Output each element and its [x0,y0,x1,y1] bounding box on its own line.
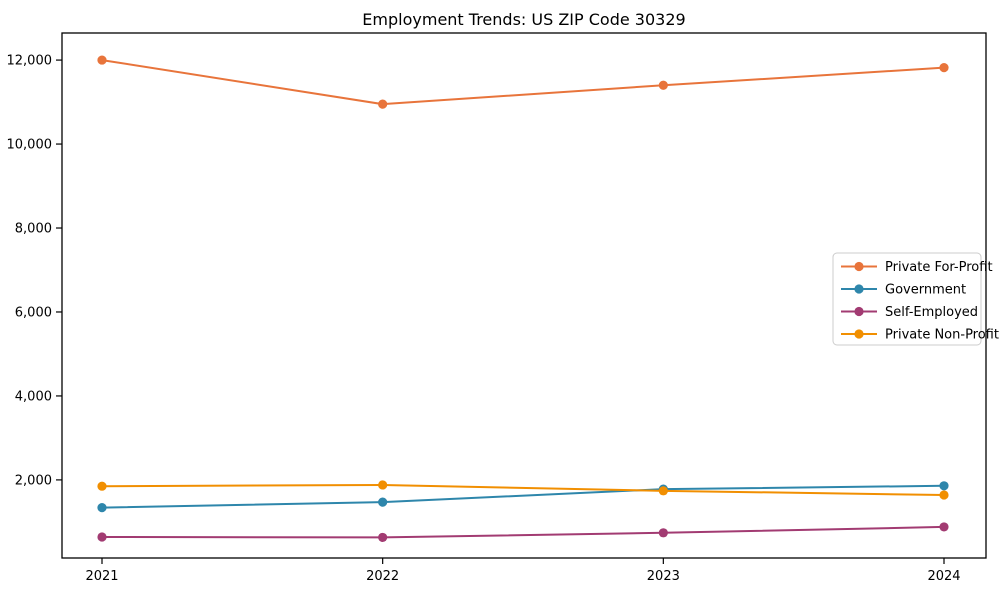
series-line-government [101,484,945,509]
data-point-self-employed-2023[interactable] [658,528,668,538]
y-axis-tick-label: 8,000 [15,222,52,237]
legend-item-private-non-profit[interactable]: Private Non-Profit [841,328,999,343]
chart-title: Employment Trends: US ZIP Code 30329 [362,10,685,29]
data-point-private-for-profit-2022[interactable] [378,99,388,109]
series-line-self-employed [101,525,945,539]
y-axis-tick-label: 12,000 [7,54,53,69]
legend-item-self-employed[interactable]: Self-Employed [841,305,978,320]
legend-label: Private For-Profit [885,260,993,275]
legend-marker-icon [854,284,864,294]
legend-marker-icon [854,306,864,317]
legend-label: Self-Employed [885,305,978,320]
data-point-private-non-profit-2022[interactable] [378,480,388,490]
x-axis-tick-label: 2022 [366,569,399,584]
series-line-private-for-profit [101,59,945,106]
legend-label: Government [885,283,966,298]
y-axis-tick-label: 4,000 [15,389,52,404]
axes-box [61,32,987,559]
data-point-government-2024[interactable] [939,481,949,491]
data-point-private-non-profit-2023[interactable] [658,486,668,496]
legend-item-private-for-profit[interactable]: Private For-Profit [841,260,993,275]
data-point-private-for-profit-2024[interactable] [939,63,949,73]
data-point-government-2022[interactable] [378,497,388,507]
data-point-self-employed-2024[interactable] [939,522,949,532]
data-point-self-employed-2022[interactable] [378,532,388,543]
legend-marker-icon [854,261,864,272]
x-axis-tick-label: 2023 [647,569,680,584]
data-point-private-non-profit-2021[interactable] [97,481,107,491]
legend-marker-icon [854,329,864,339]
data-point-private-for-profit-2021[interactable] [97,55,107,65]
series-line-private-non-profit [101,483,945,497]
y-axis-tick-label: 10,000 [7,138,53,153]
y-axis-tick-label: 2,000 [15,473,52,488]
data-point-private-non-profit-2024[interactable] [939,490,949,500]
data-point-self-employed-2021[interactable] [97,532,107,542]
data-point-government-2021[interactable] [97,503,107,513]
legend-item-government[interactable]: Government [841,283,966,298]
data-point-private-for-profit-2023[interactable] [658,80,668,90]
x-axis-tick-label: 2024 [927,569,960,584]
legend-label: Private Non-Profit [885,328,999,343]
y-axis-tick-label: 6,000 [15,305,52,320]
legend-box [832,252,982,346]
legend: Private For-Profit Government Self-Employe… [832,252,999,346]
x-axis-tick-label: 2021 [85,569,118,584]
